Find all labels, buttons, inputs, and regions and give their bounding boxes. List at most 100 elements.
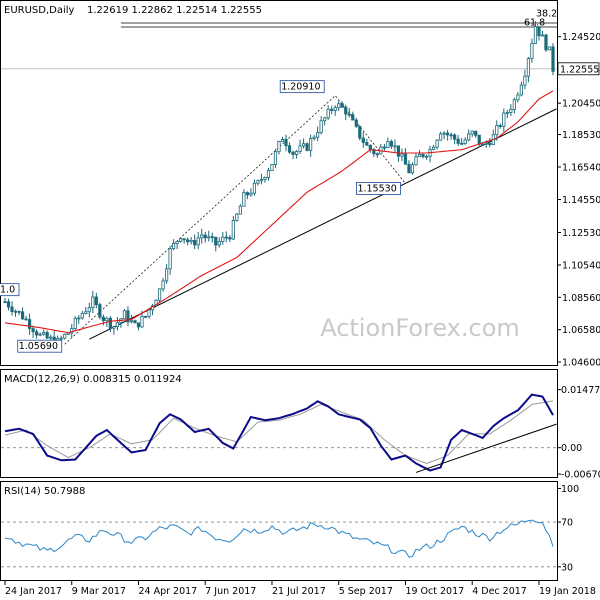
- candle-body: [330, 108, 334, 111]
- current-price-label: 1.22555: [560, 64, 599, 75]
- candle-body: [407, 163, 411, 174]
- candle-body: [175, 241, 179, 244]
- candle-body: [266, 170, 271, 178]
- candle-body: [498, 125, 502, 127]
- candle-body: [193, 240, 197, 246]
- candle-body: [207, 236, 211, 239]
- candle-body: [460, 142, 464, 145]
- candle-body: [20, 311, 25, 320]
- x-tick-label: 19 Jan 2018: [539, 586, 596, 597]
- candle-body: [122, 310, 127, 320]
- candle-body: [340, 103, 344, 108]
- candle-body: [231, 220, 235, 240]
- candle-body: [361, 137, 365, 143]
- candle-body: [3, 301, 7, 303]
- candle-body: [73, 317, 77, 329]
- candle-body: [523, 75, 527, 86]
- candle-body: [161, 280, 165, 290]
- candle-body: [115, 322, 120, 328]
- candle-body: [417, 154, 422, 158]
- swing-label: 1.20910: [281, 82, 320, 93]
- rsi-line: [4, 519, 554, 558]
- macd-y-tick-label: 0.00: [561, 443, 582, 454]
- candle-body: [301, 143, 306, 147]
- candle-body: [38, 333, 42, 336]
- trendline: [89, 108, 557, 340]
- candle-body: [249, 192, 253, 196]
- candle-body: [403, 153, 408, 165]
- candle-body: [540, 34, 545, 37]
- current-price-box: [557, 62, 600, 76]
- candle-body: [305, 143, 309, 151]
- candle-body: [189, 240, 193, 243]
- candle-body: [519, 84, 523, 96]
- candle-body: [27, 319, 32, 329]
- candle-body: [372, 149, 376, 155]
- watermark: ActionForex.com: [320, 314, 520, 342]
- candle-body: [217, 241, 221, 246]
- candle-body: [108, 317, 112, 329]
- candle-body: [13, 310, 18, 313]
- swing-label: 1.05690: [19, 341, 58, 352]
- candle-body: [45, 332, 49, 339]
- candle-body: [414, 156, 418, 166]
- candle-body: [136, 322, 141, 328]
- candle-body: [298, 145, 302, 152]
- symbol-label: EURUSD,Daily: [4, 5, 75, 16]
- candle-body: [84, 311, 88, 314]
- candle-body: [438, 133, 443, 141]
- macd-panel: 0.014776 0.00 -0.006705: [1, 385, 600, 481]
- x-tick-label: 9 Mar 2017: [72, 586, 126, 597]
- candle-body: [410, 164, 415, 174]
- candle-body: [382, 146, 386, 149]
- candle-body: [312, 136, 316, 139]
- candle-body: [537, 26, 541, 37]
- candle-body: [98, 304, 102, 318]
- candle-body: [35, 331, 39, 336]
- candle-body: [263, 177, 267, 180]
- price-y-tick-label: 1.10540: [562, 260, 600, 271]
- candle-body: [351, 114, 355, 121]
- swing-label-box: [356, 182, 401, 195]
- candle-body: [133, 320, 137, 324]
- rsi-panel: 100 70 30: [1, 484, 579, 573]
- price-panel: 1.24520 1.20450 1.18530 1.16540 1.14550 1.125…: [0, 9, 600, 369]
- candle-body: [488, 142, 492, 146]
- macd-trendline: [415, 423, 557, 473]
- macd-y-tick-label: -0.006705: [561, 470, 600, 481]
- candle-body: [164, 268, 169, 282]
- candle-body: [442, 132, 446, 135]
- candle-body: [393, 145, 397, 148]
- rsi-y-tick-label: 30: [561, 562, 573, 573]
- candle-body: [509, 108, 513, 113]
- candle-body: [467, 133, 471, 141]
- candle-body: [10, 306, 14, 312]
- candle-body: [526, 58, 531, 77]
- candle-body: [270, 164, 274, 171]
- macd-panel-frame: [0, 369, 558, 478]
- candle-body: [31, 328, 35, 333]
- candle-body: [326, 108, 330, 119]
- candle-body: [17, 310, 21, 313]
- candle-body: [449, 134, 453, 137]
- swing-label-box: [279, 80, 325, 94]
- candle-body: [49, 336, 53, 339]
- candle-body: [431, 146, 436, 150]
- candle-body: [446, 132, 450, 136]
- x-tick-label: 4 Dec 2017: [472, 586, 527, 597]
- candle-body: [368, 144, 372, 150]
- candle-body: [143, 315, 148, 318]
- candle-body: [94, 296, 98, 305]
- x-tick-label: 21 Jul 2017: [272, 586, 326, 597]
- price-y-tick-label: 1.08560: [562, 293, 600, 304]
- candle-body: [214, 236, 218, 246]
- candle-body: [87, 307, 91, 313]
- candle-body: [477, 134, 481, 145]
- macd-y-tick-label: 0.014776: [561, 385, 600, 396]
- candle-body: [470, 130, 474, 135]
- x-tick-label: 24 Apr 2017: [138, 586, 197, 597]
- fib-label: 38.2: [536, 9, 557, 20]
- rsi-label: RSI(14) 50.7988: [4, 486, 85, 497]
- candle-body: [66, 332, 70, 335]
